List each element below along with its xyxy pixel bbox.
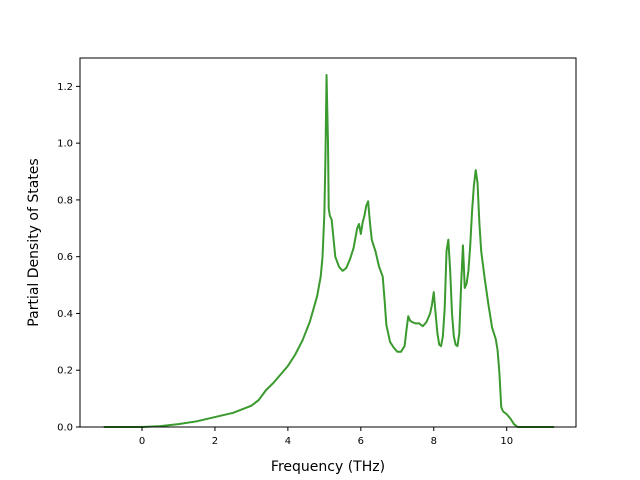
y-tick-label: 0.6 [57, 252, 73, 263]
y-tick-label: 0.2 [57, 366, 73, 377]
series-layer [103, 74, 555, 428]
series-line-0 [103, 74, 555, 428]
y-axis-label: Partial Density of States [26, 158, 42, 326]
x-tick-label: 8 [431, 436, 437, 447]
y-tick-label: 0.8 [57, 195, 73, 206]
y-ticks: 0.0 0.2 0.4 0.6 0.8 1.0 1.2 [57, 82, 80, 434]
y-tick-label: 1.2 [57, 82, 73, 93]
x-tick-label: 0 [139, 436, 145, 447]
x-ticks: 0 2 4 6 8 10 [139, 427, 513, 447]
x-tick-label: 10 [500, 436, 513, 447]
x-tick-label: 6 [358, 436, 364, 447]
y-tick-label: 0.4 [57, 309, 73, 320]
x-tick-label: 2 [212, 436, 218, 447]
axes-frame [79, 57, 577, 428]
x-axis-label: Frequency (THz) [271, 459, 385, 475]
y-tick-label: 0.0 [57, 423, 73, 434]
x-tick-label: 4 [285, 436, 291, 447]
y-tick-label: 1.0 [57, 139, 73, 150]
